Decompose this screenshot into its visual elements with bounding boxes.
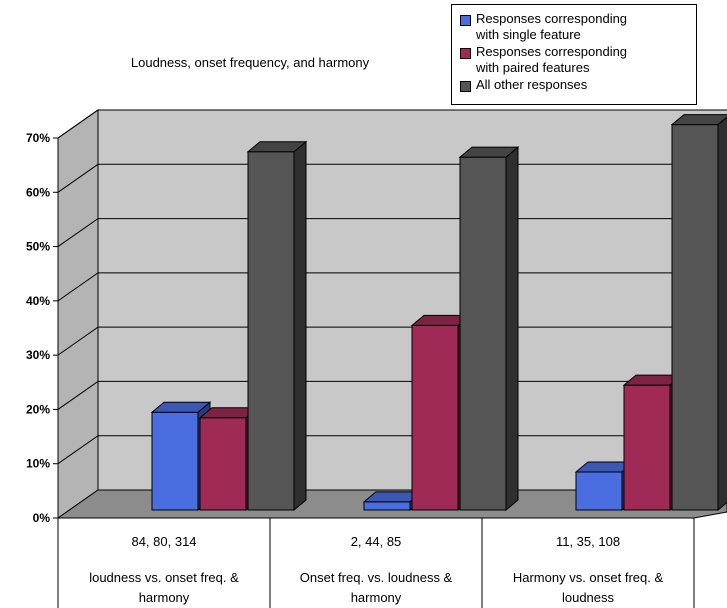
bar-top-1-1 xyxy=(150,401,212,413)
y-tick-label: 20% xyxy=(26,402,50,416)
category-cell-3: 11, 35, 108 Harmony vs. onset freq. & lo… xyxy=(482,518,694,608)
bar-3-3 xyxy=(671,124,719,511)
legend-swatch-single xyxy=(460,15,471,26)
bar-top-3-3 xyxy=(670,114,727,126)
bar-3-2 xyxy=(459,156,507,511)
category-label-1: loudness vs. onset freq. & harmony xyxy=(89,570,239,605)
y-tick-label: 50% xyxy=(26,240,50,254)
legend: Responses corresponding with single feat… xyxy=(451,4,697,105)
bar-3-1 xyxy=(247,151,295,511)
side-wall xyxy=(57,109,99,519)
category-label-3: Harmony vs. onset freq. & loudness xyxy=(512,570,664,605)
y-tick-label: 60% xyxy=(26,185,50,199)
legend-label-single: Responses corresponding with single feat… xyxy=(476,11,628,42)
chart-title: Loudness, onset frequency, and harmony xyxy=(130,55,370,70)
bar-1-3 xyxy=(575,471,623,511)
bar-1-1 xyxy=(151,411,199,511)
legend-item-paired: Responses corresponding with paired feat… xyxy=(460,44,690,76)
y-tick-label: 0% xyxy=(33,511,51,525)
bar-1-2 xyxy=(363,501,411,511)
legend-swatch-other xyxy=(460,81,471,92)
category-cell-1: 84, 80, 314 loudness vs. onset freq. & h… xyxy=(58,518,270,608)
legend-label-other: All other responses xyxy=(476,77,588,92)
y-tick-label: 10% xyxy=(26,457,50,471)
bar-side-3-1 xyxy=(293,140,307,512)
category-label-2: Onset freq. vs. loudness & harmony xyxy=(299,570,453,605)
bar-2-2 xyxy=(411,324,459,511)
y-tick-label: 30% xyxy=(26,348,50,362)
bar-top-3-1 xyxy=(246,141,308,153)
legend-swatch-paired xyxy=(460,48,471,59)
legend-item-other: All other responses xyxy=(460,77,690,93)
gridline xyxy=(57,109,727,139)
bar-side-3-3 xyxy=(717,116,727,512)
category-count-2: 2, 44, 85 xyxy=(350,534,402,549)
legend-label-paired: Responses corresponding with paired feat… xyxy=(476,44,628,75)
category-cell-2: 2, 44, 85 Onset freq. vs. loudness & har… xyxy=(270,518,482,608)
y-tick-label: 40% xyxy=(26,294,50,308)
bar-side-3-2 xyxy=(505,146,519,512)
y-tick-label: 70% xyxy=(26,131,50,145)
bar-2-3 xyxy=(623,384,671,511)
bar-top-3-2 xyxy=(458,146,520,158)
legend-item-single: Responses corresponding with single feat… xyxy=(460,11,690,43)
category-count-1: 84, 80, 314 xyxy=(131,534,197,549)
bar-2-1 xyxy=(199,417,247,511)
category-count-3: 11, 35, 108 xyxy=(555,534,621,549)
